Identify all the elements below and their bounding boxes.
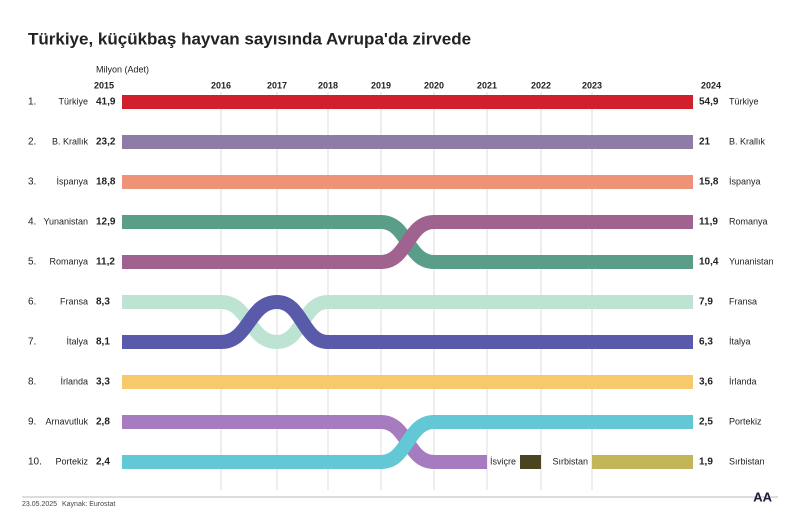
- value-label: 21: [699, 137, 711, 148]
- country-label: İspanya: [729, 176, 761, 186]
- rank-label: 5.: [28, 257, 36, 268]
- chart-title: Türkiye, küçükbaş hayvan sayısında Avrup…: [28, 29, 471, 48]
- x-tick-label: 2018: [318, 80, 338, 90]
- country-label: İrlanda: [60, 376, 88, 386]
- country-label: İrlanda: [729, 376, 757, 386]
- country-label: Yunanistan: [43, 216, 88, 226]
- value-label: 41,9: [96, 97, 116, 108]
- rank-label: 3.: [28, 177, 36, 188]
- x-tick-label: 2024: [701, 80, 721, 90]
- country-label: İspanya: [56, 176, 88, 186]
- value-label: 2,4: [96, 457, 110, 468]
- country-label: B. Krallık: [729, 136, 766, 146]
- value-label: 10,4: [699, 257, 719, 268]
- country-label: B. Krallık: [52, 136, 89, 146]
- value-label: 54,9: [699, 97, 719, 108]
- value-label: 3,6: [699, 377, 713, 388]
- x-tick-label: 2019: [371, 80, 391, 90]
- country-label: Türkiye: [729, 96, 759, 106]
- date: 23.05.2025: [22, 501, 57, 508]
- value-label: 7,9: [699, 297, 713, 308]
- rank-label: 7.: [28, 337, 36, 348]
- rank-label: 10.: [28, 457, 42, 468]
- x-tick-label: 2017: [267, 80, 287, 90]
- country-label: Fransa: [60, 296, 88, 306]
- x-tick-label: 2023: [582, 80, 602, 90]
- rank-label: 6.: [28, 297, 36, 308]
- country-label: İtalya: [66, 336, 88, 346]
- segment: [520, 455, 541, 469]
- unit-label: Milyon (Adet): [96, 64, 149, 74]
- country-label: Portekiz: [729, 416, 762, 426]
- series-line: [122, 295, 693, 350]
- value-label: 11,2: [96, 257, 115, 268]
- value-label: 12,9: [96, 217, 116, 228]
- rank-label: 9.: [28, 417, 36, 428]
- series-line: [122, 294, 693, 349]
- x-tick-label: 2022: [531, 80, 551, 90]
- value-label: 3,3: [96, 377, 110, 388]
- country-label: Fransa: [729, 296, 757, 306]
- value-label: 15,8: [699, 177, 719, 188]
- country-label: Yunanistan: [729, 256, 774, 266]
- rank-label: 4.: [28, 217, 36, 228]
- country-label: Romanya: [729, 216, 768, 226]
- source: Kaynak: Eurostat: [62, 501, 115, 508]
- value-label: 2,8: [96, 417, 110, 428]
- country-label: Sırbistan: [552, 456, 588, 466]
- series-line: [122, 415, 487, 469]
- x-tick-label: 2016: [211, 80, 231, 90]
- value-label: 1,9: [699, 457, 713, 468]
- country-label: Sırbistan: [729, 456, 765, 466]
- country-label: İtalya: [729, 336, 751, 346]
- country-label: İsviçre: [490, 456, 516, 466]
- value-label: 6,3: [699, 337, 713, 348]
- rank-label: 2.: [28, 137, 36, 148]
- value-label: 11,9: [699, 217, 718, 228]
- country-label: Portekiz: [55, 456, 88, 466]
- value-label: 18,8: [96, 177, 116, 188]
- value-label: 2,5: [699, 417, 713, 428]
- rank-label: 8.: [28, 377, 36, 388]
- value-label: 8,1: [96, 337, 110, 348]
- series-line: [122, 415, 693, 469]
- x-tick-label: 2015: [94, 80, 114, 90]
- x-tick-label: 2020: [424, 80, 444, 90]
- country-label: Arnavutluk: [45, 416, 88, 426]
- value-label: 23,2: [96, 137, 116, 148]
- x-tick-label: 2021: [477, 80, 497, 90]
- rank-label: 1.: [28, 97, 36, 108]
- logo: AA: [753, 489, 772, 504]
- series-line: [122, 215, 693, 269]
- country-label: Romanya: [49, 256, 88, 266]
- value-label: 8,3: [96, 297, 110, 308]
- country-label: Türkiye: [58, 96, 88, 106]
